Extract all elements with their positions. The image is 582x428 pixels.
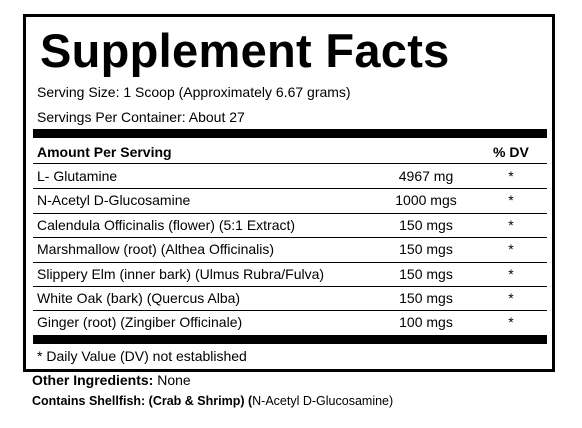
value: N-Acetyl D-Glucosamine) <box>252 394 394 408</box>
daily-value: * <box>508 168 514 184</box>
rule <box>33 188 547 190</box>
daily-value: * <box>508 290 514 306</box>
other-ingredients: Other Ingredients: None <box>32 372 191 388</box>
ingredient-name: Ginger (root) (Zingiber Officinale) <box>37 314 243 331</box>
label: Other Ingredients: <box>32 372 154 388</box>
label: Contains Shellfish: (Crab & Shrimp) ( <box>32 394 253 408</box>
rule <box>33 261 547 263</box>
amount: 1000 mgs <box>395 192 457 209</box>
serving-size: Serving Size: 1 Scoop (Approximately 6.6… <box>37 84 351 100</box>
column-header: % DV <box>493 144 529 160</box>
daily-value: * <box>508 192 514 209</box>
daily-value: * <box>508 216 514 233</box>
title: Supplement Facts <box>40 24 450 77</box>
daily-value: * <box>508 241 514 258</box>
ingredient-name: L- Glutamine <box>37 168 118 184</box>
rule <box>33 310 547 312</box>
ingredient-name: Slippery Elm (inner bark) (Ulmus Rubra/F… <box>37 265 325 282</box>
rule <box>33 212 547 214</box>
rule <box>33 286 547 287</box>
ingredient-name: Marshmallow (root) (Althea Officinalis) <box>37 241 275 258</box>
amount: 150 mgs <box>399 241 453 258</box>
daily-value: * <box>508 265 514 282</box>
footnote: * Daily Value (DV) not established <box>37 348 247 364</box>
amount: 150 mgs <box>399 265 453 282</box>
amount: 100 mgs <box>399 314 453 331</box>
rule <box>33 237 547 239</box>
amount: 150 mgs <box>399 290 453 306</box>
allergen-statement: Contains Shellfish: (Crab & Shrimp) (N-A… <box>32 394 393 408</box>
thick-rule <box>33 335 547 344</box>
facts-panel: Supplement Facts Serving Size: 1 Scoop (… <box>23 14 555 372</box>
daily-value: * <box>508 314 514 331</box>
value: None <box>157 372 191 388</box>
amount: 150 mgs <box>399 216 453 233</box>
ingredient-name: Calendula Officinalis (flower) (5:1 Extr… <box>37 216 296 233</box>
servings-per-container: Servings Per Container: About 27 <box>37 109 245 125</box>
column-header: Amount Per Serving <box>37 144 172 160</box>
amount: 4967 mg <box>398 168 454 184</box>
ingredient-name: White Oak (bark) (Quercus Alba) <box>37 290 241 306</box>
rule <box>33 163 547 164</box>
thick-rule <box>33 129 547 138</box>
ingredient-name: N-Acetyl D-Glucosamine <box>37 192 191 209</box>
